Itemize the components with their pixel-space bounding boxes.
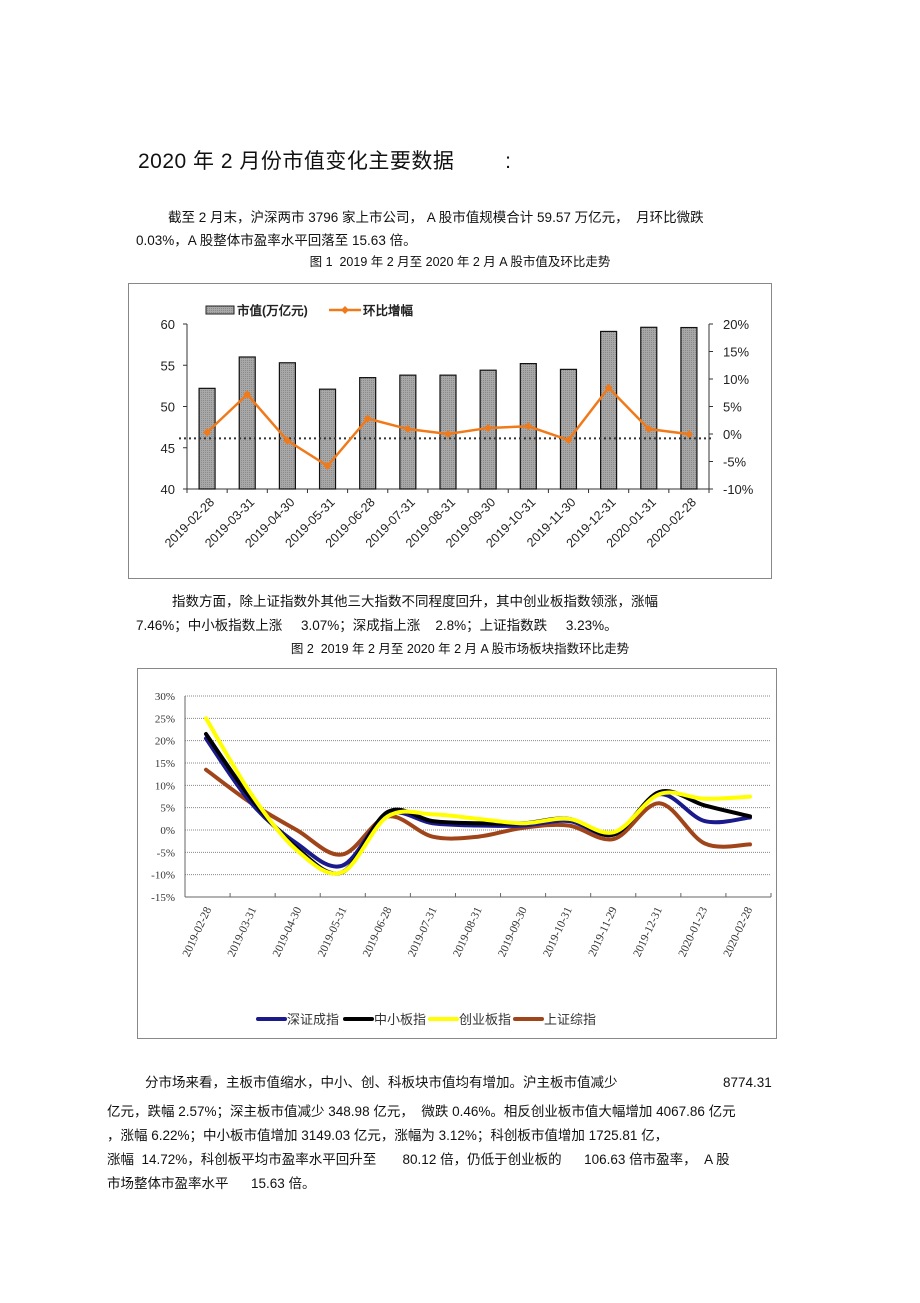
figure1-caption: 图 1 2019 年 2 月至 2020 年 2 月 A 股市值及环比走势 <box>309 255 611 269</box>
legend-label: 深证成指 <box>287 1012 339 1027</box>
svg-text:10%: 10% <box>723 372 749 387</box>
legend-label: 中小板指 <box>374 1012 426 1027</box>
line-深证成指 <box>204 736 752 869</box>
svg-text:2019-07-31: 2019-07-31 <box>406 905 440 959</box>
svg-text:20%: 20% <box>723 317 749 332</box>
svg-text:5%: 5% <box>723 400 742 415</box>
svg-text:2020-01-23: 2020-01-23 <box>677 905 711 959</box>
svg-text:2019-03-31: 2019-03-31 <box>226 905 260 959</box>
index-change-chart: 30% 25% 20% 15% 10% 5% 0% -5% -10% -15% 2019-02-28… <box>151 691 772 1027</box>
svg-text:20%: 20% <box>155 736 175 748</box>
paragraph3-line2: 亿元，跌幅 2.57%；深主板市值减少 348.98 亿元， 微跌 0.46%。… <box>107 1104 736 1119</box>
bar-2019-11-30 <box>559 368 578 490</box>
svg-text:0%: 0% <box>723 427 742 442</box>
svg-text:2019-02-28: 2019-02-28 <box>181 905 215 959</box>
paragraph1-line1: 截至 2 月末，沪深两市 3796 家上市公司， A 股市值规模合计 59.57… <box>168 210 704 225</box>
svg-text:-15%: -15% <box>151 892 175 904</box>
legend-label: 创业板指 <box>459 1012 511 1027</box>
paragraph1-line2: 0.03%，A 股整体市盈率水平回落至 15.63 倍。 <box>136 233 417 248</box>
svg-text:0%: 0% <box>160 825 175 837</box>
legend-line-label: 环比增幅 <box>363 303 414 318</box>
line-创业板指 <box>204 716 752 876</box>
svg-text:-10%: -10% <box>723 482 754 497</box>
svg-text:60: 60 <box>161 317 175 332</box>
bar-2019-12-31 <box>600 330 618 490</box>
paragraph3-line5: 市场整体市盈率水平 15.63 倍。 <box>107 1176 316 1191</box>
legend-bar-swatch <box>205 305 235 315</box>
bar-2020-01-31 <box>640 326 658 490</box>
svg-text:10%: 10% <box>155 780 175 792</box>
svg-text:25%: 25% <box>155 713 175 725</box>
bar-2019-04-30 <box>278 362 296 490</box>
svg-text:2019-09-30: 2019-09-30 <box>496 905 530 959</box>
svg-text:-5%: -5% <box>723 455 747 470</box>
svg-text:15%: 15% <box>723 345 749 360</box>
bar-2020-02-28 <box>680 326 698 490</box>
svg-text:2019-10-31: 2019-10-31 <box>541 905 575 959</box>
legend-label: 上证综指 <box>544 1012 596 1027</box>
svg-text:2019-05-31: 2019-05-31 <box>316 905 350 959</box>
paragraph2-line2: 7.46%；中小板指数上涨 3.07%；深成指上涨 2.8%；上证指数跌 3.2… <box>136 618 618 633</box>
paragraph3-line3: ，涨幅 6.22%；中小板市值增加 3149.03 亿元，涨幅为 3.12%；科… <box>107 1128 669 1143</box>
bar-2019-03-31 <box>238 356 256 490</box>
line-上证综指 <box>204 767 752 857</box>
page-title: 2020 年 2 月份市值变化主要数据 : <box>138 150 512 173</box>
bar-2019-06-28 <box>359 377 377 490</box>
svg-text:45: 45 <box>161 441 175 456</box>
svg-text:55: 55 <box>161 358 175 373</box>
svg-text:5%: 5% <box>160 803 175 815</box>
svg-text:2019-11-29: 2019-11-29 <box>587 905 620 959</box>
paragraph2-line1: 指数方面，除上证指数外其他三大指数不同程度回升，其中创业板指数领涨，涨幅 <box>172 594 658 609</box>
bar-2019-05-31 <box>318 388 337 490</box>
paragraph3-line1: 分市场来看，主板市值缩水，中小、创、科板块市值均有增加。沪主板市值减少 <box>145 1075 618 1090</box>
svg-text:2020-02-28: 2020-02-28 <box>722 905 756 959</box>
figure1-chart: 市值(万亿元) 环比增幅 40 45 50 55 60 -10% -5% 0% 5% 10% 15% 20… <box>128 283 772 579</box>
market-cap-chart: 市值(万亿元) 环比增幅 40 45 50 55 60 -10% -5% 0% 5% 10% 15% 20… <box>161 303 754 550</box>
svg-text:15%: 15% <box>155 758 175 770</box>
svg-text:50: 50 <box>161 400 175 415</box>
svg-text:40: 40 <box>161 482 175 497</box>
chart2-legend: 深证成指 中小板指 创业板指 上证综指 <box>256 1012 596 1027</box>
legend-bar-label: 市值(万亿元) <box>237 303 308 318</box>
svg-text:-10%: -10% <box>151 870 175 882</box>
svg-text:2019-08-31: 2019-08-31 <box>451 905 485 959</box>
svg-text:-5%: -5% <box>157 847 175 859</box>
svg-text:2019-06-28: 2019-06-28 <box>361 905 395 959</box>
paragraph3-line1-value: 8774.31 <box>723 1075 772 1090</box>
svg-text:30%: 30% <box>155 691 175 703</box>
svg-text:2019-12-31: 2019-12-31 <box>631 905 665 959</box>
figure2-chart: 30% 25% 20% 15% 10% 5% 0% -5% -10% -15% 2019-02-28… <box>137 668 777 1039</box>
bar-2019-02-28 <box>198 387 216 490</box>
chart1-legend: 市值(万亿元) 环比增幅 <box>205 303 414 318</box>
paragraph3-line4: 涨幅 14.72%，科创板平均市盈率水平回升至 80.12 倍，仍低于创业板的 … <box>107 1152 730 1167</box>
figure2-caption: 图 2 2019 年 2 月至 2020 年 2 月 A 股市场板块指数环比走势 <box>290 642 630 656</box>
svg-text:2019-04-30: 2019-04-30 <box>271 905 305 959</box>
